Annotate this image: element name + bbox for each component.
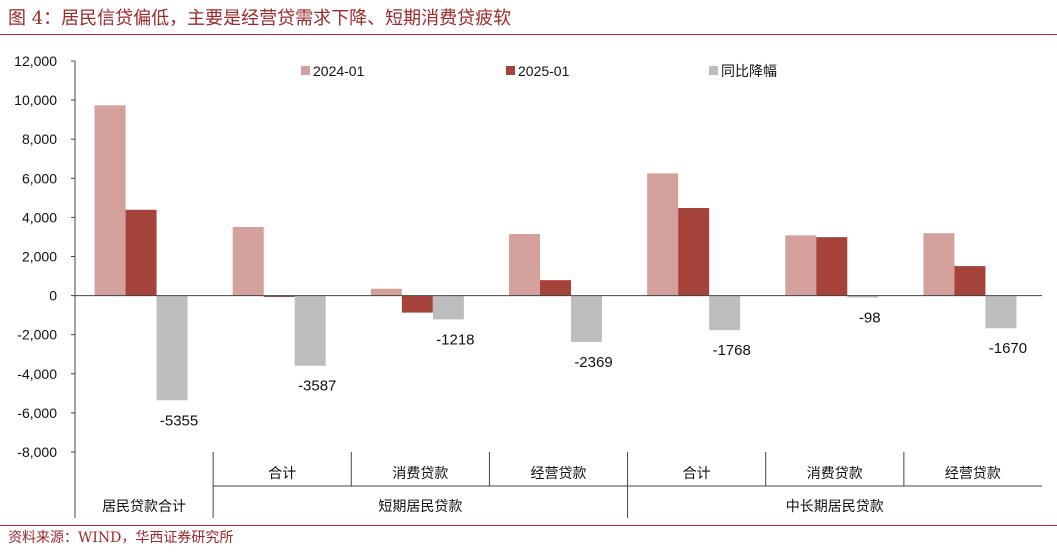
- bar-0-4: [647, 173, 679, 296]
- data-label-2: -1218: [436, 331, 474, 348]
- data-label-3: -2369: [574, 354, 612, 371]
- bar-0-0: [94, 105, 126, 296]
- bar-0-5: [785, 235, 817, 296]
- legend-swatch-0: [301, 66, 310, 75]
- legend-swatch-1: [506, 66, 515, 75]
- bar-2-0: [156, 295, 188, 401]
- bar-2-3: [571, 295, 602, 342]
- legend-label-0: 2024-01: [313, 63, 365, 79]
- bar-1-4: [678, 208, 710, 296]
- category-label-1: 合计: [268, 466, 296, 482]
- bar-1-5: [816, 237, 848, 296]
- category-label-5: 消费贷款: [807, 466, 863, 482]
- legend-label-2: 同比降幅: [721, 63, 777, 79]
- bar-2-1: [294, 295, 326, 366]
- category-label-6: 经营贷款: [945, 466, 1001, 482]
- bar-2-2: [432, 295, 464, 320]
- y-tick-label: -6,000: [17, 405, 57, 421]
- data-label-5: -98: [859, 310, 881, 327]
- data-label-4: -1768: [712, 342, 750, 359]
- bar-0-2: [370, 288, 402, 296]
- data-label-1: -3587: [298, 378, 336, 395]
- footer-rule: [0, 525, 1057, 526]
- bar-0-6: [923, 233, 955, 296]
- bar-2-5: [847, 295, 879, 298]
- group-label-1: 短期居民贷款: [378, 499, 462, 515]
- group-label-0: 居民贷款合计: [102, 499, 186, 515]
- y-tick-label: 2,000: [22, 249, 57, 265]
- bar-0-1: [232, 226, 264, 296]
- data-label-6: -1670: [989, 340, 1027, 357]
- y-tick-label: 0: [49, 288, 57, 304]
- bar-0-3: [509, 234, 540, 296]
- bar-1-6: [954, 266, 986, 296]
- category-label-2: 消费贷款: [392, 466, 448, 482]
- y-tick-label: 12,000: [14, 53, 57, 69]
- chart-title: 图 4：居民信贷偏低，主要是经营贷需求下降、短期消费贷疲软: [8, 8, 512, 29]
- y-tick-label: 8,000: [22, 131, 57, 147]
- y-tick-label: 10,000: [14, 92, 57, 108]
- category-label-3: 经营贷款: [531, 466, 587, 482]
- title-rule: [0, 34, 1057, 35]
- bar-2-6: [985, 295, 1017, 329]
- bar-2-4: [709, 295, 741, 331]
- group-label-2: 中长期居民贷款: [786, 499, 884, 515]
- y-tick-label: -8,000: [17, 444, 57, 460]
- y-tick-label: 6,000: [22, 170, 57, 186]
- legend-swatch-2: [709, 66, 718, 75]
- bar-1-3: [540, 280, 571, 296]
- data-label-0: -5355: [160, 412, 198, 429]
- y-tick-label: -4,000: [17, 366, 57, 382]
- category-label-4: 合计: [683, 466, 711, 482]
- y-tick-label: -2,000: [17, 327, 57, 343]
- bar-1-0: [125, 209, 157, 296]
- bar-1-1: [263, 295, 295, 297]
- legend-label-1: 2025-01: [518, 63, 570, 79]
- bar-1-2: [401, 295, 433, 313]
- y-tick-label: 4,000: [22, 209, 57, 225]
- source-note: 资料来源：WIND，华西证券研究所: [8, 530, 234, 546]
